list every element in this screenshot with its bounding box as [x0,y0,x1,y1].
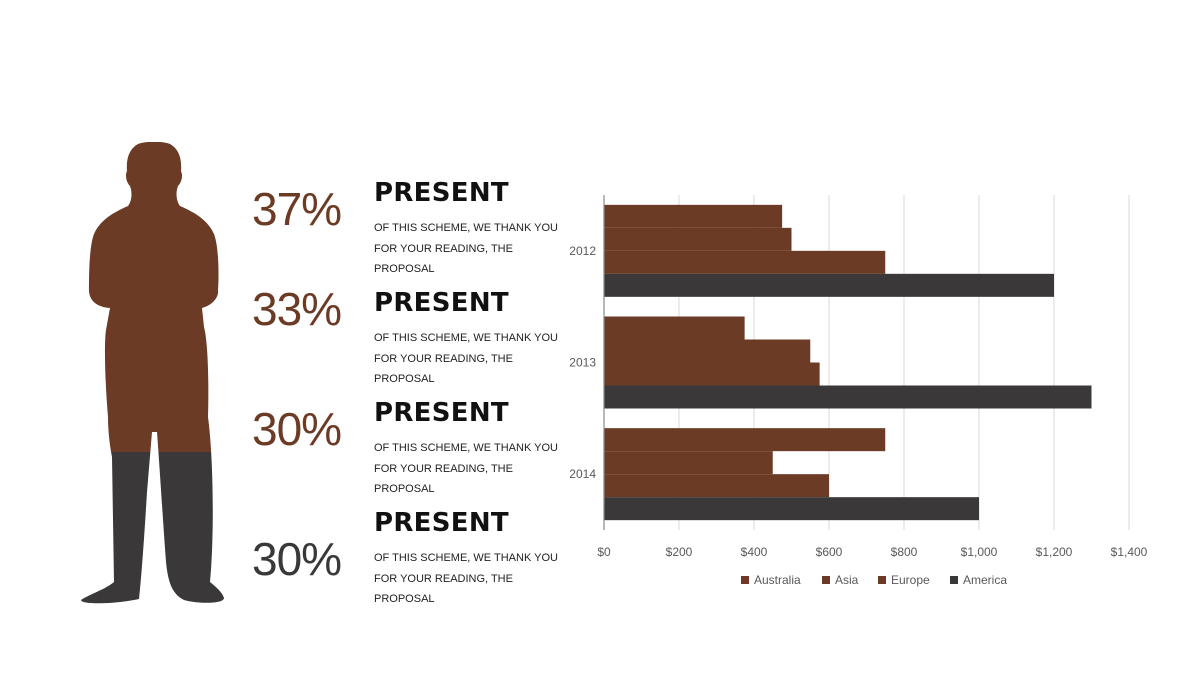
x-tick-label: $600 [816,545,843,559]
stat-title: PRESENT [374,508,509,538]
stat-percentage: 33% [252,283,342,335]
chart-bars [604,204,1092,521]
stat-percentage: 30% [252,403,342,455]
legend-swatch [878,576,886,584]
x-tick-label: $1,200 [1036,545,1073,559]
stat-percentage: 30% [252,533,342,585]
person-silhouette-icon [81,142,224,604]
bar-europe [604,250,886,274]
stat-item: PRESENT OF THIS SCHEME, WE THANK YOU FOR … [374,398,574,500]
legend-label: America [963,573,1007,587]
stat-title: PRESENT [374,398,509,428]
legend-swatch [822,576,830,584]
bar-europe [604,362,820,386]
bar-asia [604,227,792,251]
x-tick-label: $1,000 [961,545,998,559]
stat-title: PRESENT [374,288,509,318]
x-tick-label: $1,400 [1111,545,1148,559]
legend-swatch [950,576,958,584]
bar-asia [604,451,773,475]
x-tick-label: $800 [891,545,918,559]
y-category-label: 2013 [569,356,596,370]
bar-america [604,385,1092,409]
chart-legend: Australia Asia Europe America [741,573,1007,587]
bar-chart: $0 $200 $400 $600 $800 $1,000 $1,200 $1,400 2012… [569,195,1148,587]
bar-asia [604,339,811,363]
silhouette-head-segment [81,142,224,246]
bar-europe [604,474,829,498]
bar-america [604,273,1054,297]
silhouette-body-segment [81,246,224,452]
stat-description: OF THIS SCHEME, WE THANK YOU FOR YOUR RE… [374,552,558,605]
legend-label: Europe [891,573,930,587]
silhouette-legs-segment [81,452,224,604]
bar-america [604,497,979,521]
y-category-label: 2012 [569,244,596,258]
legend-swatch [741,576,749,584]
y-category-label: 2014 [569,467,596,481]
stat-title: PRESENT [374,178,509,208]
bar-australia [604,428,886,452]
stat-description: OF THIS SCHEME, WE THANK YOU FOR YOUR RE… [374,222,558,275]
legend-label: Australia [754,573,801,587]
stat-description: OF THIS SCHEME, WE THANK YOU FOR YOUR RE… [374,442,558,495]
stat-item: PRESENT OF THIS SCHEME, WE THANK YOU FOR … [374,178,574,280]
x-tick-label: $0 [597,545,611,559]
bar-australia [604,204,783,228]
bar-australia [604,316,745,340]
legend-label: Asia [835,573,859,587]
stat-description: OF THIS SCHEME, WE THANK YOU FOR YOUR RE… [374,332,558,385]
x-tick-label: $200 [666,545,693,559]
x-tick-label: $400 [741,545,768,559]
stat-item: PRESENT OF THIS SCHEME, WE THANK YOU FOR … [374,508,574,610]
chart-axes: $0 $200 $400 $600 $800 $1,000 $1,200 $1,400 2012… [569,195,1148,559]
stat-percentage: 37% [252,183,342,235]
stat-item: PRESENT OF THIS SCHEME, WE THANK YOU FOR … [374,288,574,390]
